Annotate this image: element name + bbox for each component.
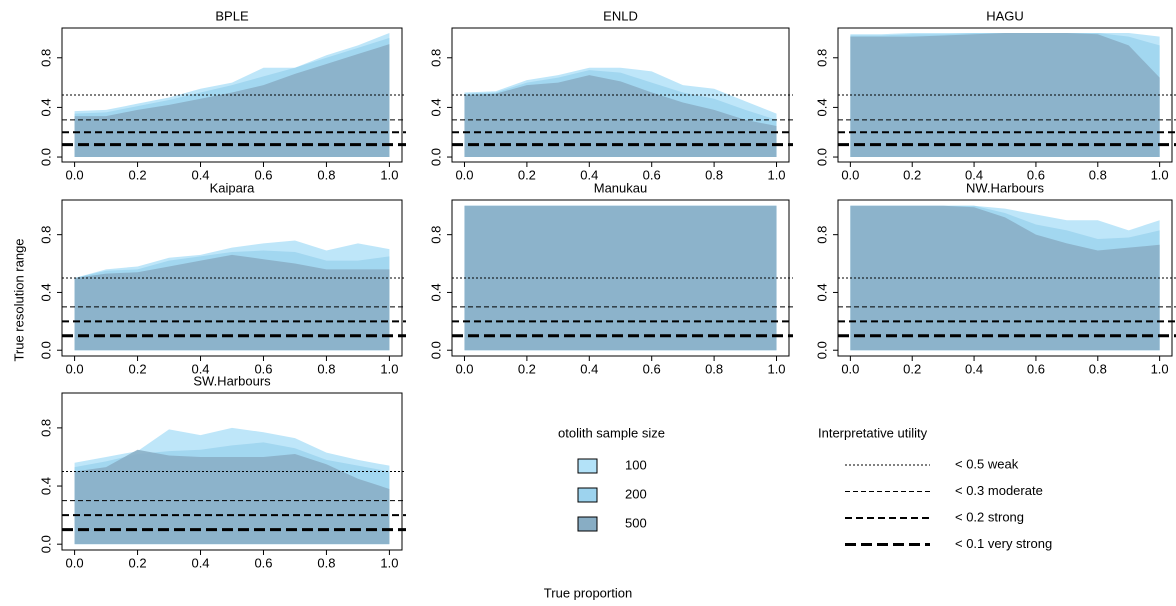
x-tick-label: 0.2	[518, 167, 536, 182]
y-tick-label: 0.0	[38, 535, 53, 553]
x-tick-label: 0.4	[191, 361, 209, 376]
plot-frame	[837, 199, 1173, 357]
panel-title: Manukau	[594, 180, 647, 195]
y-tick-label: 0.0	[428, 148, 443, 166]
legend-swatch	[577, 487, 598, 503]
y-tick-label: 0.0	[814, 341, 829, 359]
y-tick-label: 0.8	[428, 49, 443, 67]
y-tick-label: 0.8	[428, 226, 443, 244]
x-tick-label: 0.8	[317, 167, 335, 182]
y-tick-label: 0.8	[814, 226, 829, 244]
x-tick-label: 0.0	[66, 361, 84, 376]
x-tick-label: 0.4	[580, 361, 598, 376]
x-tick-label: 0.2	[903, 361, 921, 376]
legend-swatch	[577, 516, 598, 532]
legend-swatch	[577, 458, 598, 474]
panel-title: NW.Harbours	[966, 180, 1045, 195]
x-tick-label: 0.8	[1089, 361, 1107, 376]
area	[74, 254, 390, 351]
x-tick-label: 0.2	[129, 167, 147, 182]
x-tick-label: 0.8	[705, 167, 723, 182]
reference-legend-title: Interpretative utility	[818, 425, 928, 440]
x-tick-label: 0.6	[643, 361, 661, 376]
x-tick-label: 0.4	[965, 167, 983, 182]
legend-title: otolith sample size	[558, 425, 665, 440]
y-tick-label: 0.0	[814, 148, 829, 166]
x-tick-label: 0.6	[1027, 167, 1045, 182]
area	[74, 44, 390, 158]
y-tick-label: 0.0	[38, 148, 53, 166]
y-axis-label: True resolution range	[11, 238, 26, 361]
plot-frame	[61, 27, 403, 163]
x-tick-label: 0.4	[580, 167, 598, 182]
x-tick-label: 0.2	[129, 361, 147, 376]
x-tick-label: 1.0	[1151, 361, 1169, 376]
y-tick-label: 0.4	[38, 477, 53, 495]
y-tick-label: 0.0	[428, 341, 443, 359]
legend-label: 200	[625, 486, 647, 501]
area	[850, 205, 1160, 351]
panel-title: ENLD	[603, 8, 638, 23]
plot-frame	[61, 199, 403, 357]
y-tick-label: 0.4	[814, 98, 829, 116]
panel-title: SW.Harbours	[193, 373, 271, 388]
legend-label: 500	[625, 515, 647, 530]
x-tick-label: 0.6	[254, 167, 272, 182]
x-axis-label: True proportion	[544, 585, 632, 600]
y-tick-label: 0.8	[38, 419, 53, 437]
x-tick-label: 1.0	[380, 167, 398, 182]
reference-legend-label: < 0.1 very strong	[955, 536, 1052, 551]
x-tick-label: 1.0	[767, 167, 785, 182]
y-tick-label: 0.4	[814, 283, 829, 301]
x-tick-label: 0.8	[317, 361, 335, 376]
x-tick-label: 0.0	[455, 167, 473, 182]
x-tick-label: 1.0	[380, 555, 398, 570]
y-tick-label: 0.4	[428, 98, 443, 116]
y-tick-label: 0.8	[814, 49, 829, 67]
y-tick-label: 0.4	[428, 283, 443, 301]
x-tick-label: 0.4	[965, 361, 983, 376]
x-tick-label: 0.8	[317, 555, 335, 570]
reference-legend-label: < 0.5 weak	[955, 456, 1019, 471]
legend-label: 100	[625, 457, 647, 472]
plot-frame	[837, 27, 1173, 163]
x-tick-label: 1.0	[767, 361, 785, 376]
x-tick-label: 0.8	[1089, 167, 1107, 182]
x-tick-label: 0.4	[191, 555, 209, 570]
x-tick-label: 0.6	[643, 167, 661, 182]
x-tick-label: 0.2	[903, 167, 921, 182]
x-tick-label: 0.2	[518, 361, 536, 376]
y-tick-label: 0.4	[38, 283, 53, 301]
x-tick-label: 0.8	[705, 361, 723, 376]
x-tick-label: 0.6	[254, 361, 272, 376]
reference-legend-label: < 0.3 moderate	[955, 483, 1043, 498]
panel-title: BPLE	[215, 8, 249, 23]
plot-frame	[61, 392, 403, 551]
area	[850, 32, 1160, 158]
x-tick-label: 0.0	[66, 555, 84, 570]
x-tick-label: 1.0	[380, 361, 398, 376]
plot-frame	[451, 199, 790, 357]
panel-title: HAGU	[986, 8, 1024, 23]
y-tick-label: 0.0	[38, 341, 53, 359]
area	[464, 75, 777, 158]
y-tick-label: 0.8	[38, 49, 53, 67]
panel-title: Kaipara	[210, 180, 256, 195]
x-tick-label: 0.4	[191, 167, 209, 182]
x-tick-label: 1.0	[1151, 167, 1169, 182]
x-tick-label: 0.6	[254, 555, 272, 570]
plot-frame	[451, 27, 790, 163]
x-tick-label: 0.6	[1027, 361, 1045, 376]
reference-legend-label: < 0.2 strong	[955, 509, 1024, 524]
area	[74, 449, 390, 545]
y-tick-label: 0.8	[38, 226, 53, 244]
x-tick-label: 0.0	[455, 361, 473, 376]
x-tick-label: 0.0	[66, 167, 84, 182]
y-tick-label: 0.4	[38, 98, 53, 116]
x-tick-label: 0.0	[841, 167, 859, 182]
x-tick-label: 0.0	[841, 361, 859, 376]
x-tick-label: 0.2	[129, 555, 147, 570]
